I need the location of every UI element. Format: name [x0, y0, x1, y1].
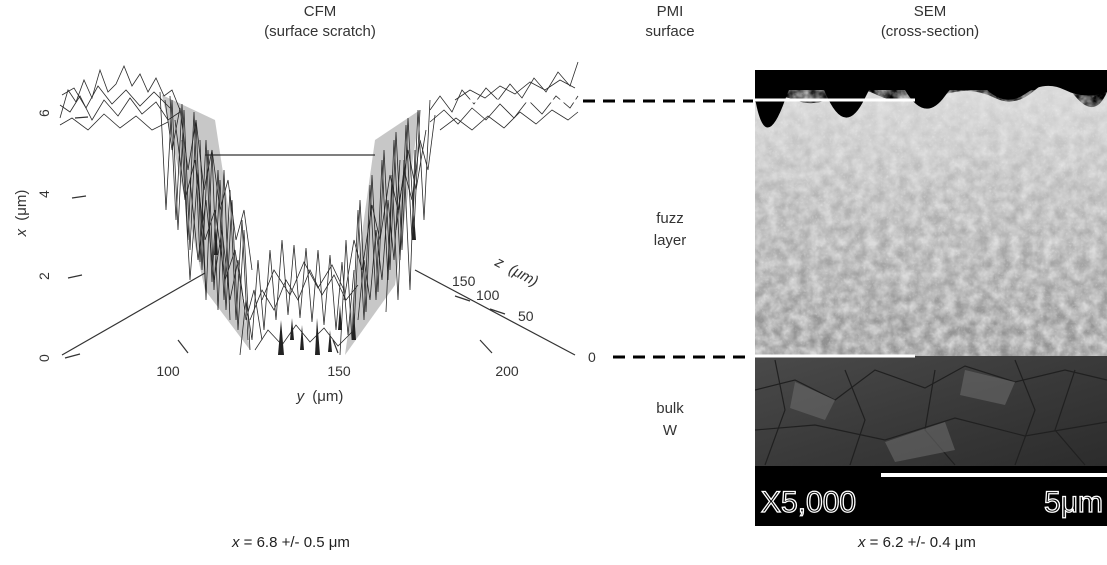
sem-scale-label: 5μm: [1044, 486, 1103, 519]
cfm-header: CFM (surface scratch): [220, 2, 420, 42]
x-axis-unit: (μm): [13, 190, 30, 221]
bulk-grains: [755, 359, 1107, 466]
y-tick-100: 100: [156, 363, 180, 379]
cfm-surface-plot: 0 2 4 6 x (μm) 100 150 200 y (μm) 150 10…: [13, 61, 579, 405]
wall-shading: [162, 95, 420, 355]
pmi-header: PMI surface: [620, 2, 720, 42]
depth-zero-label: 0: [588, 349, 596, 365]
x-tick-6: 6: [36, 109, 52, 117]
connector-lines: 0: [583, 99, 753, 365]
sem-measurement-value: = 6.2 +/- 0.4 μm: [865, 534, 976, 551]
y-axis-label: y (μm): [296, 388, 344, 405]
sem-header-subtitle: (cross-section): [880, 23, 980, 40]
z-axis-var: z: [491, 253, 507, 272]
fuzz-layer-label: fuzz layer: [620, 208, 720, 252]
pmi-header-title: PMI: [656, 3, 684, 20]
sem-measurement-var: x: [858, 534, 866, 551]
sem-micrograph: X5,000 5μm: [755, 70, 1107, 526]
cfm-measurement: x = 6.8 +/- 0.5 μm: [232, 534, 350, 551]
fuzz-label-line2: layer: [653, 232, 687, 249]
z-tick-150: 150: [452, 273, 476, 289]
sem-header: SEM (cross-section): [830, 2, 1030, 42]
z-tick-100: 100: [476, 287, 500, 303]
y-axis-unit: (μm): [312, 388, 343, 405]
plot-axes: [61, 116, 576, 359]
scratch-mesh: [59, 61, 579, 356]
sem-magnification: X5,000: [761, 486, 856, 519]
bulk-label-line2: W: [662, 422, 678, 439]
svg-text:z (μm): z (μm): [491, 253, 541, 290]
cfm-header-title: CFM: [303, 3, 337, 20]
bulk-label-line1: bulk: [656, 400, 684, 417]
x-tick-2: 2: [36, 272, 52, 280]
x-axis-var: x: [13, 228, 30, 237]
cfm-header-subtitle: (surface scratch): [264, 23, 376, 40]
x-tick-0: 0: [36, 354, 52, 362]
sem-measurement: x = 6.2 +/- 0.4 μm: [858, 534, 976, 551]
sem-image: X5,000 5μm: [755, 70, 1107, 526]
fuzz-label-line1: fuzz: [656, 210, 684, 227]
x-tick-4: 4: [36, 190, 52, 198]
pmi-header-subtitle: surface: [645, 23, 695, 40]
trench-spikes: [214, 215, 416, 355]
cfm-measurement-value: = 6.8 +/- 0.5 μm: [239, 534, 350, 551]
y-axis-var: y: [296, 388, 306, 405]
y-tick-150: 150: [327, 363, 351, 379]
svg-text:x (μm): x (μm): [13, 190, 30, 238]
cfm-measurement-var: x: [232, 534, 240, 551]
bulk-w-label: bulk W: [620, 398, 720, 442]
x-axis-label: x (μm): [13, 190, 30, 238]
sem-header-title: SEM: [913, 3, 947, 20]
y-tick-200: 200: [495, 363, 519, 379]
z-tick-50: 50: [518, 308, 534, 324]
z-axis-label: z (μm): [491, 253, 541, 290]
z-axis-unit: (μm): [506, 261, 541, 290]
